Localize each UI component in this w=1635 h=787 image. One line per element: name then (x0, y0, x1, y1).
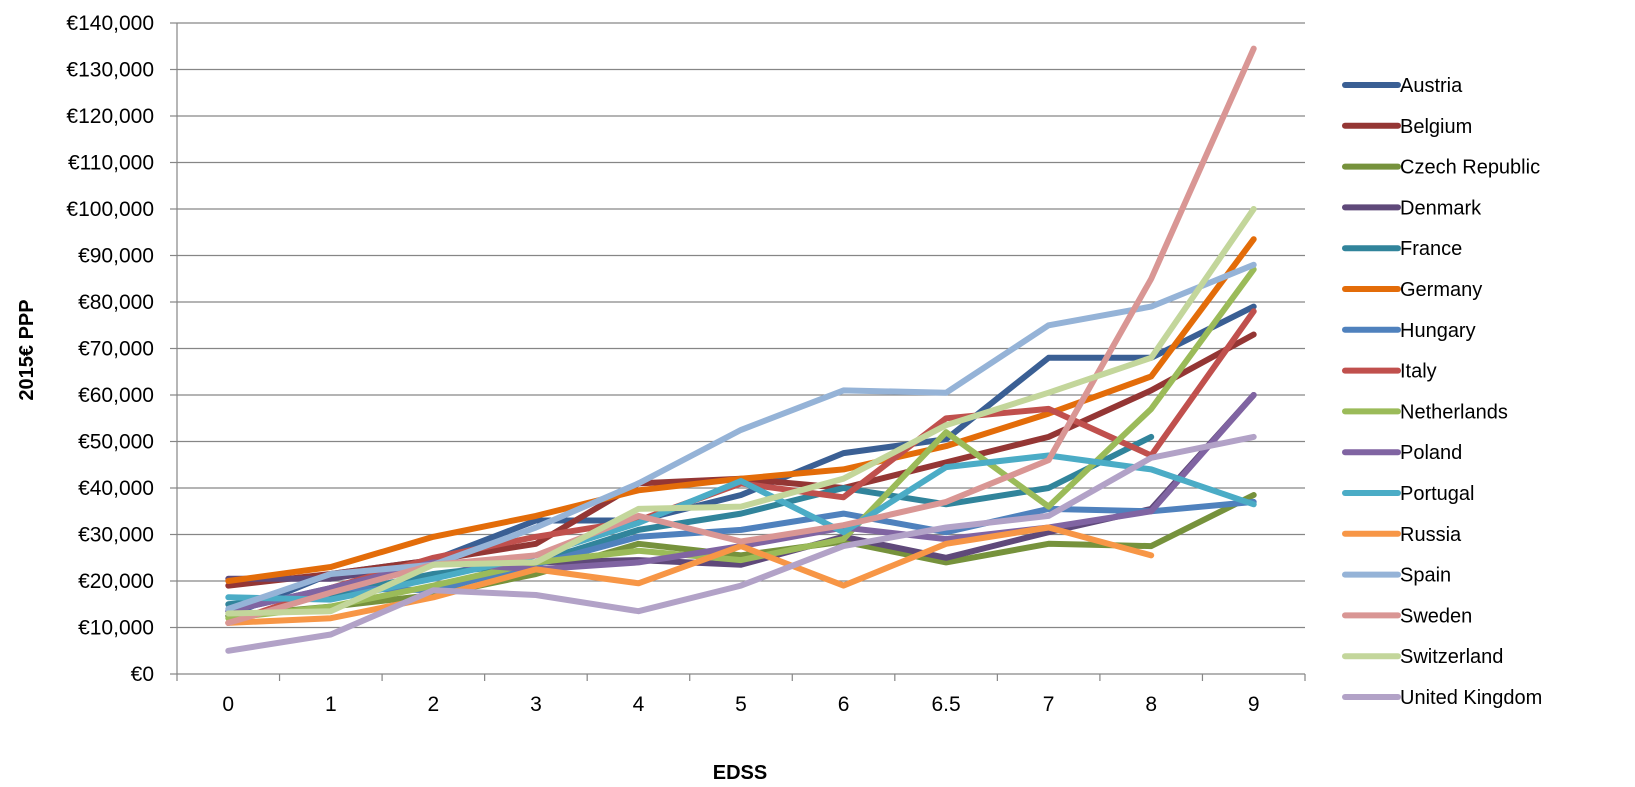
y-tick-label: €40,000 (78, 477, 154, 500)
legend-item: Sweden (1342, 605, 1472, 627)
legend-item: Russia (1342, 524, 1462, 546)
x-tick-label: 6 (838, 693, 850, 716)
legend-item: Belgium (1342, 116, 1472, 138)
series-line-united-kingdom (225, 433, 1257, 654)
legend-label: France (1400, 238, 1462, 260)
legend: Austria Belgium Czech Republic Denmark Franc… (1342, 75, 1542, 709)
legend-item: Denmark (1342, 197, 1482, 219)
y-tick-label: €30,000 (78, 524, 154, 547)
series-line-czech-republic (225, 492, 1257, 619)
y-tick-label: €20,000 (78, 570, 154, 593)
y-tick-label: €60,000 (78, 384, 154, 407)
series-lines (225, 45, 1257, 654)
legend-label: Denmark (1400, 197, 1482, 219)
y-tick-label: €90,000 (78, 245, 154, 268)
legend-label: Russia (1400, 524, 1462, 546)
legend-label: Switzerland (1400, 646, 1503, 668)
y-axis-tick-labels: €0 €10,000 €20,000 €30,000 €40,000 €50,000 €60… (66, 12, 154, 686)
y-tick-label: €70,000 (78, 338, 154, 361)
legend-item: Spain (1342, 565, 1451, 587)
legend-item: Switzerland (1342, 646, 1503, 668)
x-tick-label: 7 (1043, 693, 1055, 716)
legend-item: Germany (1342, 279, 1482, 301)
x-tick-label: 0 (222, 693, 234, 716)
legend-item: Hungary (1342, 320, 1476, 342)
legend-label: Austria (1400, 75, 1463, 97)
legend-label: Hungary (1400, 320, 1476, 342)
axes (176, 23, 1306, 681)
legend-label: Portugal (1400, 483, 1475, 505)
legend-label: Germany (1400, 279, 1482, 301)
legend-label: Czech Republic (1400, 157, 1540, 179)
x-tick-label: 5 (735, 693, 747, 716)
y-tick-label: €110,000 (68, 152, 154, 175)
x-axis-title: EDSS (713, 762, 767, 784)
x-tick-label: 6.5 (931, 693, 960, 716)
y-tick-label: €50,000 (78, 431, 154, 454)
legend-label: Poland (1400, 442, 1462, 464)
legend-label: Italy (1400, 361, 1437, 383)
legend-item: Netherlands (1342, 401, 1508, 423)
x-tick-label: 9 (1248, 693, 1260, 716)
series-line-spain (225, 261, 1257, 612)
y-tick-label: €100,000 (66, 198, 154, 221)
series-line-france (225, 433, 1155, 608)
gridlines (170, 22, 1305, 675)
y-tick-label: €130,000 (66, 59, 154, 82)
series-line-russia (225, 524, 1155, 626)
y-tick-label: €140,000 (66, 12, 154, 35)
x-tick-label: 4 (633, 693, 645, 716)
y-tick-label: €0 (131, 663, 154, 686)
y-tick-label: €120,000 (66, 105, 154, 128)
x-tick-label: 3 (530, 693, 542, 716)
legend-label: Sweden (1400, 605, 1472, 627)
y-tick-label: €80,000 (78, 291, 154, 314)
x-tick-label: 8 (1145, 693, 1157, 716)
legend-label: Spain (1400, 565, 1451, 587)
legend-item: Czech Republic (1342, 157, 1540, 179)
legend-label: Belgium (1400, 116, 1472, 138)
x-axis-tick-labels: 0 1 2 3 4 5 6 6.5 7 8 9 (222, 693, 1259, 716)
x-tick-label: 2 (428, 693, 440, 716)
legend-item: Portugal (1342, 483, 1475, 505)
y-axis-title: 2015€ PPP (16, 299, 38, 400)
legend-item: United Kingdom (1342, 687, 1542, 709)
series-line-netherlands (225, 266, 1257, 622)
x-tick-label: 1 (325, 693, 337, 716)
legend-item: Italy (1342, 361, 1437, 383)
series-line-portugal (225, 452, 1257, 603)
legend-label: United Kingdom (1400, 687, 1542, 709)
legend-item: Austria (1342, 75, 1463, 97)
legend-item: Poland (1342, 442, 1462, 464)
series-line-sweden (225, 45, 1257, 626)
legend-item: France (1342, 238, 1462, 260)
y-tick-label: €10,000 (78, 617, 154, 640)
legend-label: Netherlands (1400, 401, 1508, 423)
series-line-hungary (225, 498, 1257, 615)
series-line-switzerland (225, 206, 1257, 617)
